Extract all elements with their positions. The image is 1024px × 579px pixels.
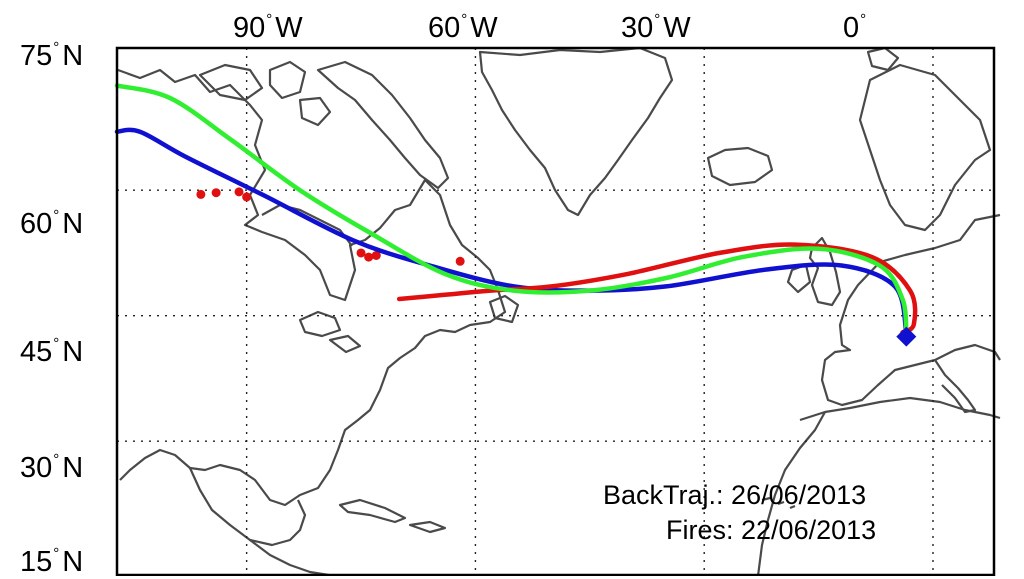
coastline-hudson-bay	[261, 203, 353, 247]
coastline-iceland	[706, 146, 774, 187]
lon-label-30w: 30° W	[621, 11, 691, 44]
coastline-scandinavia	[858, 63, 992, 232]
trajectory-green	[114, 83, 909, 335]
fire-point	[211, 188, 221, 198]
coastline-central-america	[249, 539, 336, 576]
lat-label-15n: 15° N	[20, 545, 84, 578]
coastline-north-america	[117, 68, 507, 507]
coastline-europe-mainland	[820, 213, 1001, 407]
trajectory-red	[396, 242, 918, 335]
fire-point	[455, 256, 465, 266]
trajectories	[114, 83, 918, 335]
coastline-north-africa	[799, 396, 1001, 422]
backtraj-annotation: BackTraj.: 26/06/2013	[603, 480, 866, 511]
fire-point	[234, 187, 244, 197]
fires-date: 22/06/2013	[741, 515, 877, 545]
coastline-ireland	[786, 263, 812, 294]
lon-label-60w: 60° W	[428, 11, 498, 44]
backtraj-date: 26/06/2013	[731, 480, 867, 510]
lat-label-75n: 75° N	[20, 39, 84, 72]
fire-point	[242, 192, 252, 202]
fire-point	[364, 252, 374, 262]
coastline-great-lakes	[298, 310, 362, 354]
trajectory-blue	[114, 127, 909, 335]
coastline-canary-islands	[761, 496, 796, 510]
coastline-greenland	[478, 46, 674, 217]
coastline-cuba	[338, 498, 407, 524]
fire-point	[196, 189, 206, 199]
lat-label-60n: 60° N	[20, 207, 84, 240]
coastline-arctic-island-3	[298, 96, 332, 127]
coastline-svalbard	[866, 46, 900, 72]
lon-label-0: 0°	[843, 11, 867, 44]
fire-point	[356, 248, 366, 258]
lat-label-45n: 45° N	[20, 335, 84, 368]
coastline-arctic-island-2	[268, 60, 307, 100]
coastlines	[117, 46, 1001, 576]
map-frame	[115, 46, 996, 576]
coastline-gulf-of-mexico	[188, 467, 307, 547]
coastline-baffin-island	[316, 60, 450, 190]
backtraj-label: BackTraj.:	[603, 480, 724, 510]
receptor-marker	[896, 326, 917, 347]
coastline-hispaniola	[408, 520, 447, 534]
diamond-icon	[896, 326, 917, 347]
coastline-arctic-island-1	[198, 63, 264, 102]
fires-annotation: Fires: 22/06/2013	[666, 515, 876, 546]
fire-point	[371, 250, 381, 260]
lon-label-90w: 90° W	[233, 11, 303, 44]
fires-label: Fires:	[666, 515, 734, 545]
coastline-italy	[934, 359, 977, 414]
fire-markers	[196, 187, 465, 266]
coastline-west-africa	[756, 411, 826, 576]
lat-label-30n: 30° N	[20, 451, 84, 484]
